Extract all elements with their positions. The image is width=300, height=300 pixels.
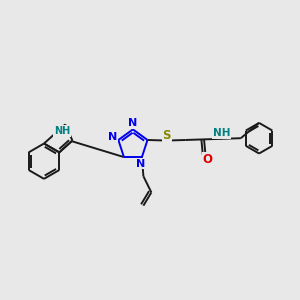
Text: N: N [136, 159, 145, 169]
Text: NH: NH [213, 128, 230, 138]
Text: N: N [108, 132, 117, 142]
Text: S: S [162, 129, 171, 142]
Text: O: O [203, 153, 213, 166]
Text: NH: NH [54, 126, 70, 136]
Text: N: N [128, 118, 137, 128]
